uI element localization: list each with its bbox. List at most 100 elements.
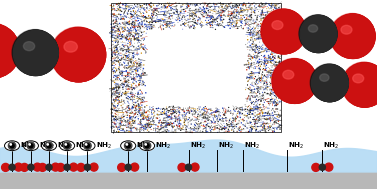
Point [149, 112, 155, 115]
Point [160, 18, 166, 21]
Point [112, 24, 118, 27]
Point [176, 113, 182, 116]
Point [188, 14, 194, 17]
Point [129, 13, 135, 16]
Point [123, 80, 129, 83]
Point [219, 111, 225, 114]
Point [226, 2, 232, 5]
Point [209, 114, 215, 117]
Point [156, 121, 162, 124]
Point [112, 37, 118, 40]
Point [211, 126, 217, 129]
Point [230, 119, 236, 122]
Point [254, 34, 260, 37]
Point [256, 60, 262, 64]
Point [229, 12, 235, 15]
Point [111, 3, 117, 6]
Point [173, 129, 179, 132]
Point [128, 29, 134, 32]
Point [267, 35, 273, 38]
Ellipse shape [311, 65, 348, 102]
Point [141, 83, 147, 86]
Point [154, 7, 160, 10]
Point [183, 115, 189, 118]
Point [150, 129, 156, 132]
Ellipse shape [273, 59, 317, 103]
Point [248, 94, 254, 97]
Point [212, 3, 218, 6]
Point [248, 16, 254, 19]
Point [118, 120, 124, 123]
Point [257, 45, 263, 48]
Point [275, 20, 281, 23]
Point [204, 7, 210, 10]
Point [112, 9, 118, 12]
Point [271, 13, 277, 16]
Point [134, 39, 140, 42]
Point [247, 33, 253, 36]
Ellipse shape [331, 14, 375, 58]
Point [212, 7, 218, 10]
Point [164, 122, 170, 125]
Point [128, 40, 134, 43]
Point [260, 114, 266, 117]
Point [152, 20, 158, 23]
Point [118, 119, 124, 122]
Point [136, 35, 142, 38]
Point [123, 16, 129, 19]
Point [113, 69, 120, 72]
Point [199, 113, 205, 116]
Point [252, 9, 258, 12]
Point [142, 46, 148, 49]
Point [110, 66, 116, 69]
Ellipse shape [343, 63, 377, 107]
Point [257, 25, 264, 28]
Point [231, 108, 237, 111]
Point [119, 37, 125, 40]
Point [136, 98, 142, 101]
Point [265, 66, 271, 69]
Point [251, 11, 257, 14]
Point [126, 23, 132, 26]
Point [110, 60, 116, 63]
Point [150, 117, 156, 120]
Point [231, 25, 238, 28]
Point [139, 104, 145, 107]
Point [139, 22, 145, 25]
Point [267, 13, 273, 16]
Point [256, 64, 262, 67]
Point [116, 85, 123, 88]
Point [178, 119, 184, 122]
Point [254, 113, 260, 116]
Point [167, 118, 173, 121]
Point [254, 25, 260, 28]
Point [271, 102, 277, 105]
Point [150, 105, 156, 108]
Point [117, 2, 123, 5]
Point [109, 107, 115, 110]
Point [149, 106, 155, 109]
Point [118, 84, 124, 87]
Ellipse shape [125, 164, 131, 170]
Point [176, 107, 182, 110]
Ellipse shape [341, 25, 352, 34]
Point [264, 118, 270, 121]
Point [181, 23, 187, 26]
Point [213, 109, 219, 112]
Point [113, 119, 120, 122]
Point [140, 67, 146, 70]
Point [243, 6, 249, 9]
Point [177, 124, 183, 127]
Point [137, 130, 143, 133]
Point [265, 35, 271, 38]
Point [226, 23, 232, 26]
Point [166, 26, 172, 29]
Point [133, 122, 139, 125]
Point [111, 7, 117, 10]
Point [139, 112, 145, 115]
Point [252, 107, 258, 110]
Point [271, 73, 277, 76]
Point [264, 5, 270, 9]
Point [132, 5, 138, 9]
Point [115, 28, 121, 31]
